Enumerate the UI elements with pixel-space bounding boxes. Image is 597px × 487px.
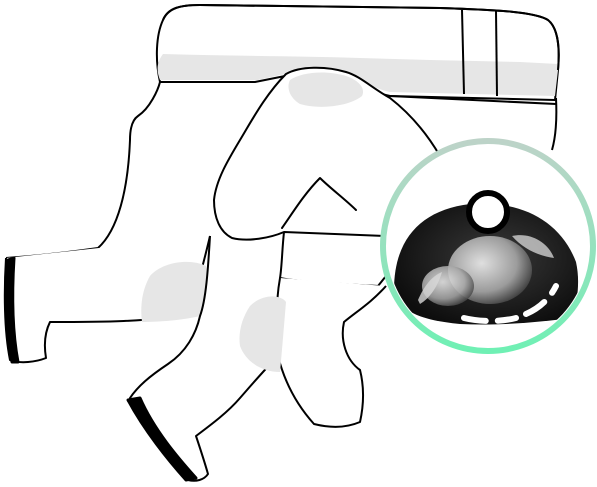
right-leg-shape [126, 235, 279, 482]
photo-badge [380, 138, 596, 354]
arm-shape [213, 66, 447, 241]
hip-shape [389, 95, 558, 151]
badge-photo [387, 145, 589, 347]
waistband-shape [155, 3, 560, 101]
torso-shape [5, 81, 161, 259]
inner-leg-shape [239, 231, 387, 428]
hollow-circle-pin-icon [466, 190, 510, 234]
dashed-arc [461, 283, 559, 324]
left-leg-shape [3, 235, 211, 364]
